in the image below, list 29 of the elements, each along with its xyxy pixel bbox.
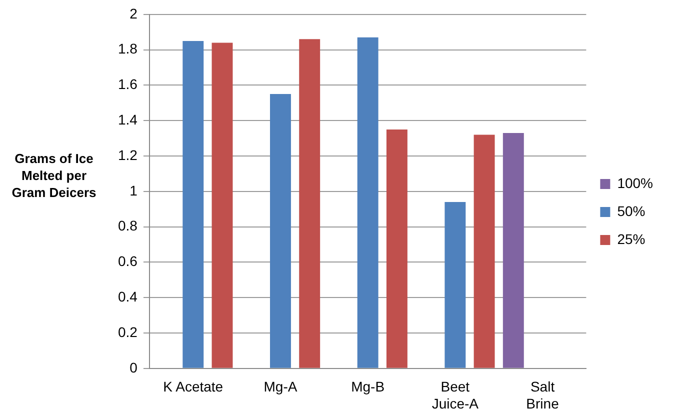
bar bbox=[444, 202, 466, 368]
bar bbox=[502, 132, 524, 368]
bar bbox=[386, 129, 408, 368]
y-axis-title: Grams of Ice Melted per Gram Deicers bbox=[10, 150, 98, 201]
y-tick-label: 1 bbox=[130, 182, 138, 198]
y-tick-label: 0 bbox=[130, 359, 138, 376]
y-tick-label: 1.6 bbox=[118, 76, 138, 92]
y-tick-label: 0.6 bbox=[118, 253, 138, 270]
x-tick-label: Salt Brine bbox=[526, 378, 560, 412]
legend-label: 50% bbox=[617, 202, 646, 219]
y-tick-label: 1.8 bbox=[118, 40, 138, 57]
bar bbox=[474, 134, 495, 368]
bar bbox=[299, 39, 320, 368]
x-tick-label: Mg-B bbox=[351, 378, 385, 395]
y-tick-label: 1.2 bbox=[118, 146, 138, 163]
x-tick-label: Beet Juice-A bbox=[432, 378, 480, 412]
bar bbox=[357, 37, 378, 368]
y-tick-label: 2 bbox=[130, 5, 138, 22]
y-tick-label: 0.8 bbox=[118, 218, 138, 234]
x-tick-label: K Acetate bbox=[163, 378, 224, 395]
legend-label: 25% bbox=[617, 230, 646, 247]
legend-label: 100% bbox=[617, 174, 654, 191]
bar bbox=[182, 40, 204, 368]
y-tick-label: 1.4 bbox=[118, 111, 138, 128]
x-tick-label: Mg-A bbox=[264, 378, 298, 395]
y-tick-label: 0.2 bbox=[118, 324, 138, 340]
bar bbox=[270, 94, 291, 368]
y-tick-label: 0.4 bbox=[118, 288, 138, 304]
bar bbox=[212, 42, 233, 368]
